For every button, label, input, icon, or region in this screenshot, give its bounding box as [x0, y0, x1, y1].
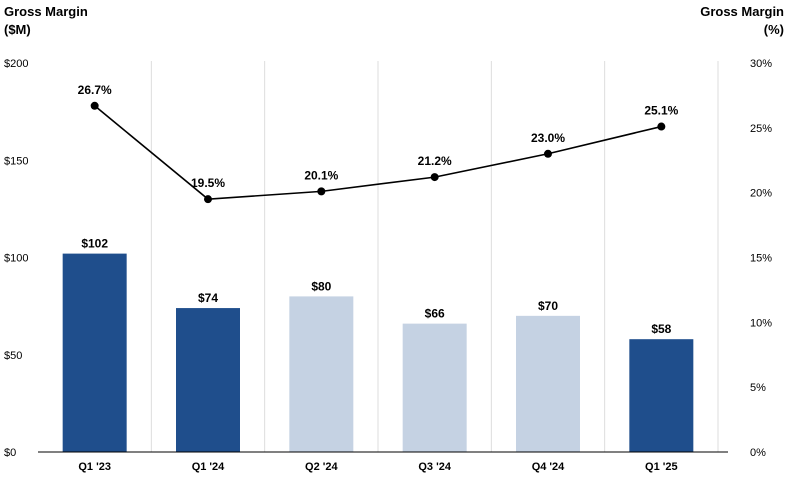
bar-value-label-5: $58: [651, 322, 671, 336]
margin-line: [94, 105, 662, 200]
left-tick-label-2: $100: [4, 253, 28, 265]
x-tick-label-0: Q1 '23: [78, 461, 111, 473]
bar-value-label-0: $102: [81, 237, 108, 251]
left-tick-label-1: $50: [4, 350, 22, 362]
x-tick-label-5: Q1 '25: [645, 461, 678, 473]
bar-value-label-2: $80: [311, 279, 331, 293]
margin-point-3: [430, 173, 439, 182]
margin-line-series: [90, 101, 666, 204]
bar-3: [402, 323, 467, 452]
left-axis-title-line-1: Gross Margin: [4, 4, 88, 19]
margin-point-4: [544, 149, 552, 158]
margin-value-label-1: 19.5%: [191, 176, 225, 190]
gridlines: [150, 61, 719, 452]
x-tick-label-4: Q4 '24: [532, 461, 565, 473]
axes: Q1 '23 Q1 '24 Q2 '24 Q3 '24 Q4 '24 Q1 '25 $0 $5…: [4, 58, 772, 473]
bar-4: [516, 315, 580, 452]
bar-5: [629, 339, 694, 452]
bar-value-label-3: $66: [425, 307, 445, 321]
right-tick-label-0: 0%: [750, 447, 766, 459]
bar-1: [176, 308, 240, 452]
margin-value-label-4: 23.0%: [531, 131, 565, 145]
right-tick-label-5: 25%: [750, 123, 772, 135]
margin-point-2: [317, 187, 326, 196]
x-tick-label-1: Q1 '24: [192, 461, 225, 473]
right-axis-title-line-1: Gross Margin: [700, 4, 784, 19]
data-labels: $102 $74 $80 $66 $70 $58 26.7% 19.5% 20.1% 21.2% 2…: [78, 83, 679, 336]
margin-point-5: [657, 122, 666, 131]
margin-point-0: [90, 101, 99, 110]
right-tick-label-4: 20%: [750, 188, 772, 200]
left-tick-label-4: $200: [4, 58, 28, 70]
left-tick-label-0: $0: [4, 447, 16, 459]
right-axis-title-line-2: (%): [764, 22, 784, 37]
bar-value-label-1: $74: [198, 291, 218, 305]
margin-value-label-5: 25.1%: [644, 104, 678, 118]
left-axis-title-line-2: ($M): [4, 22, 31, 37]
right-tick-label-3: 15%: [750, 253, 772, 265]
margin-value-label-2: 20.1%: [304, 168, 338, 182]
left-tick-label-3: $150: [4, 155, 28, 167]
x-tick-label-2: Q2 '24: [305, 461, 338, 473]
x-tick-label-3: Q3 '24: [418, 461, 451, 473]
bar-value-label-4: $70: [538, 299, 558, 313]
margin-value-label-0: 26.7%: [78, 83, 112, 97]
right-tick-label-1: 5%: [750, 382, 766, 394]
right-tick-label-2: 10%: [750, 317, 772, 329]
bar-series: [62, 253, 694, 452]
margin-value-label-3: 21.2%: [418, 154, 452, 168]
bar-2: [289, 296, 354, 452]
margin-point-1: [204, 195, 212, 204]
right-tick-label-6: 30%: [750, 58, 772, 70]
bar-0: [62, 253, 127, 452]
